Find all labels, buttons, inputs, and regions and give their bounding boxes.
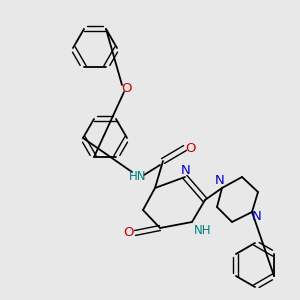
Text: N: N: [252, 211, 262, 224]
Text: O: O: [121, 82, 131, 94]
Text: N: N: [181, 164, 191, 176]
Text: HN: HN: [129, 170, 147, 184]
Text: NH: NH: [194, 224, 211, 236]
Text: N: N: [215, 175, 225, 188]
Text: O: O: [186, 142, 196, 154]
Text: O: O: [123, 226, 133, 239]
